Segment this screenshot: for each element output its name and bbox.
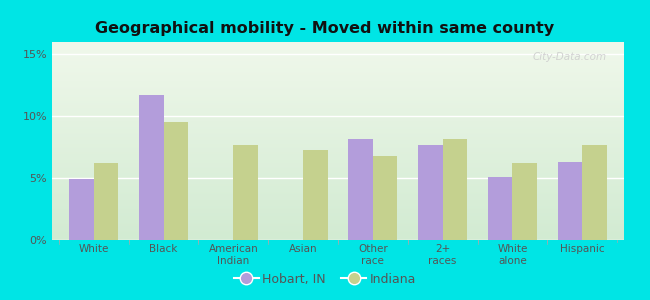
Bar [443, 139, 467, 240]
Text: Geographical mobility - Moved within same county: Geographical mobility - Moved within sam… [96, 21, 554, 36]
Bar [558, 162, 582, 240]
Bar [373, 156, 397, 240]
Bar [233, 145, 258, 240]
Legend: Hobart, IN, Indiana: Hobart, IN, Indiana [229, 268, 421, 291]
Bar [303, 150, 328, 240]
Bar [164, 122, 188, 240]
Bar [582, 145, 606, 240]
Bar [348, 139, 373, 240]
Bar [94, 163, 118, 240]
Bar [139, 95, 164, 240]
Bar [488, 177, 512, 240]
Bar [512, 163, 537, 240]
Text: City-Data.com: City-Data.com [533, 52, 607, 62]
Bar [70, 179, 94, 240]
Bar [418, 145, 443, 240]
